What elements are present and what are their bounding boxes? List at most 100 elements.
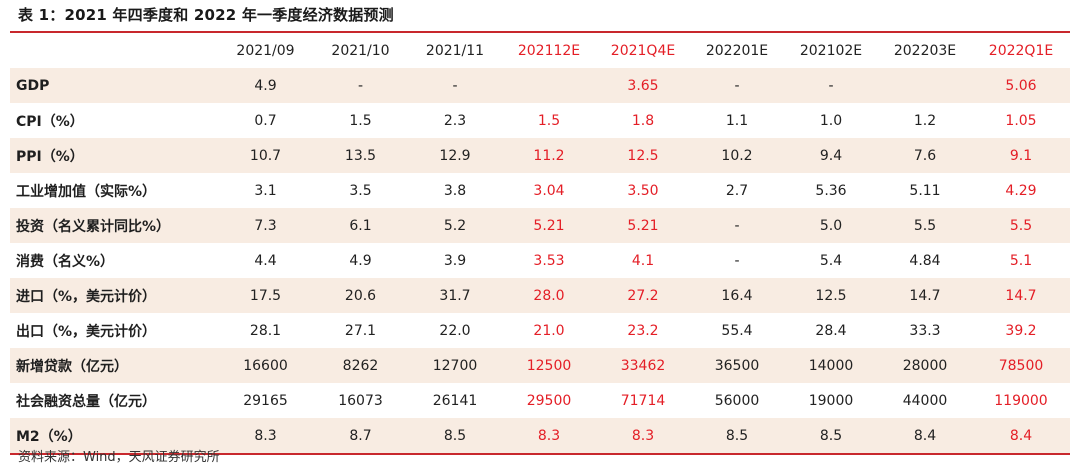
data-cell: 16073: [338, 392, 383, 409]
table-row: PPI（%） 10.7 13.5 12.9 11.2 12.5 10.2 9.4 7.6 9.1: [10, 138, 1070, 173]
data-cell: 13.5: [313, 138, 408, 173]
data-cell: 27.2: [596, 278, 690, 313]
data-cell: 5.21: [596, 208, 690, 243]
data-cell: 10.7: [218, 138, 313, 173]
data-cell: 1.0: [819, 112, 843, 129]
data-cell: 3.9: [443, 252, 467, 269]
data-cell: 8.3: [502, 418, 596, 453]
table-caption: 表 1：2021 年四季度和 2022 年一季度经济数据预测: [18, 6, 394, 24]
data-cell: 4.4: [254, 252, 277, 269]
table-row: 社会融资总量（亿元） 29165 16073 26141 29500 71714 56000…: [10, 383, 1070, 418]
data-cell: -: [784, 68, 878, 103]
data-cell: 26141: [432, 392, 478, 409]
data-cell: -: [408, 68, 502, 103]
data-cell: -: [313, 68, 408, 103]
data-cell: 44000: [902, 392, 948, 409]
data-cell: 56000: [714, 392, 760, 409]
table-row: 投资（名义累计同比%） 7.3 6.1 5.2 5.21 5.21-5.0 5.5 5.5: [10, 208, 1070, 243]
data-cell: 5.2: [408, 208, 502, 243]
data-cell: 12.9: [408, 138, 502, 173]
data-cell: 5.36: [815, 182, 847, 199]
header-cell-period: 2022Q1E: [988, 42, 1054, 59]
data-cell: 16600: [218, 348, 313, 383]
data-cell: 8.5: [408, 418, 502, 453]
data-cell: 39.2: [1005, 322, 1037, 339]
data-cell: 14.7: [972, 278, 1070, 313]
data-cell: 1.8: [631, 112, 655, 129]
data-cell: 1.1: [725, 112, 749, 129]
data-cell: 11.2: [502, 138, 596, 173]
data-cell: 8262: [313, 348, 408, 383]
header-cell-period: 2021/11: [425, 42, 485, 59]
data-cell: 33.3: [909, 322, 941, 339]
data-cell: 8.4: [878, 418, 972, 453]
data-cell: 28.4: [815, 322, 847, 339]
data-cell: 6.1: [313, 208, 408, 243]
data-cell: 19000: [808, 392, 854, 409]
data-cell: 3.50: [627, 182, 659, 199]
data-cell: 5.06: [972, 68, 1070, 103]
data-cell: 5.5: [878, 208, 972, 243]
row-label: 进口（%，美元计价）: [10, 278, 218, 313]
data-cell: 28000: [878, 348, 972, 383]
row-label: CPI（%）: [16, 113, 84, 130]
row-label: 消费（名义%）: [16, 253, 115, 270]
data-cell: -: [690, 68, 784, 103]
header-cell-period: 2021/09: [236, 42, 295, 59]
header-cell-period: 202112E: [517, 42, 581, 59]
row-label: 社会融资总量（亿元）: [16, 393, 156, 410]
header-cell-label: [10, 33, 218, 68]
data-cell: 4.9: [218, 68, 313, 103]
data-cell: 7.6: [878, 138, 972, 173]
data-cell: 4.29: [1005, 182, 1037, 199]
table-row: M2（%） 8.3 8.7 8.5 8.3 8.3 8.5 8.5 8.4 8.4: [10, 418, 1070, 453]
data-cell: 3.1: [254, 182, 277, 199]
data-cell: 4.1: [631, 252, 655, 269]
header-cell-period: 202102E: [799, 42, 863, 59]
data-cell: 21.0: [533, 322, 565, 339]
table-row: GDP 4.9- -3.65- -5.06: [10, 68, 1070, 103]
header-cell-period: 2021Q4E: [610, 42, 676, 59]
data-cell: 5.0: [784, 208, 878, 243]
data-cell: 23.2: [627, 322, 659, 339]
data-cell: 14.7: [878, 278, 972, 313]
data-cell: 1.5: [349, 112, 372, 129]
row-label: 工业增加值（实际%）: [16, 183, 157, 200]
data-cell: 12700: [408, 348, 502, 383]
data-cell: 1.2: [913, 112, 937, 129]
data-cell: 1.05: [1005, 112, 1037, 129]
data-cell: 8.3: [596, 418, 690, 453]
table-row: 工业增加值（实际%） 3.1 3.5 3.8 3.04 3.50 2.7 5.36 5.11 4.…: [10, 173, 1070, 208]
data-cell: 10.2: [690, 138, 784, 173]
data-cell: 9.1: [972, 138, 1070, 173]
data-cell: -: [734, 252, 740, 269]
data-cell: 16.4: [690, 278, 784, 313]
header-row: 2021/09 2021/10 2021/11 202112E 2021Q4E 20220…: [10, 33, 1070, 68]
table-row: CPI（%） 0.7 1.5 2.3 1.5 1.8 1.1 1.0 1.2 1.05: [10, 103, 1070, 138]
data-cell: 78500: [972, 348, 1070, 383]
data-cell: 33462: [596, 348, 690, 383]
data-cell: 4.9: [349, 252, 372, 269]
data-cell: 28.1: [249, 322, 282, 339]
data-cell: 5.11: [909, 182, 941, 199]
table-row: 消费（名义%） 4.4 4.9 3.9 3.53 4.1 - 5.4 4.84 5.1: [10, 243, 1070, 278]
data-cell: 3.8: [443, 182, 467, 199]
data-cell: 17.5: [218, 278, 313, 313]
data-cell: 14000: [784, 348, 878, 383]
row-label: GDP: [10, 68, 218, 103]
row-label: PPI（%）: [10, 138, 218, 173]
data-cell: 12.5: [784, 278, 878, 313]
row-label: 新增贷款（亿元）: [10, 348, 218, 383]
data-cell: 8.5: [690, 418, 784, 453]
data-cell: 9.4: [784, 138, 878, 173]
data-cell: 3.5: [349, 182, 372, 199]
data-cell: 5.1: [1009, 252, 1033, 269]
data-cell: 29165: [243, 392, 288, 409]
data-cell: 2.3: [443, 112, 467, 129]
source-note: 资料来源：Wind，天风证券研究所: [18, 450, 220, 465]
data-cell: 71714: [620, 392, 666, 409]
data-cell: 7.3: [218, 208, 313, 243]
header-cell-period: 2021/10: [331, 42, 390, 59]
data-cell: 119000: [994, 392, 1048, 409]
data-cell: [502, 68, 596, 103]
